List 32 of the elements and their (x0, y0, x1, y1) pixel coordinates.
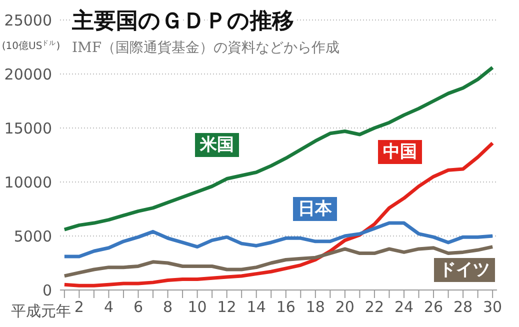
x-tick-label: 20 (335, 298, 354, 316)
line-series (62, 245, 494, 278)
x-tick-label: 6 (133, 298, 144, 316)
x-tick-label: 14 (246, 298, 266, 316)
text: IMF（国際通貨基金）の資料などから作成 (72, 40, 340, 56)
x-axis-title: 平成元年 (11, 302, 71, 320)
x-tick-label: 12 (217, 298, 236, 316)
x-tick-label: 4 (104, 298, 114, 316)
y-axis-title: (10億US$^{ドル}$) (2, 39, 60, 52)
x-tick-label: 24 (394, 298, 414, 316)
y-tick-label: 5000 (14, 227, 52, 246)
series-label: 日本 (293, 197, 337, 221)
x-tick-label: 28 (453, 298, 473, 316)
x-tick-label: 8 (163, 298, 173, 316)
x-tick-label: 26 (424, 298, 444, 316)
series-label: ドイツ (434, 258, 495, 282)
chart-title: 主要国のＧＤＰの推移 (71, 8, 294, 34)
x-tick-label: 30 (483, 298, 502, 316)
x-tick-label: 22 (364, 298, 384, 316)
x-tick-label: 18 (306, 298, 325, 316)
x-tick-label: 10 (188, 298, 207, 316)
line-series (62, 221, 494, 258)
series-label: 米国 (195, 133, 239, 157)
y-tick-label: 15000 (4, 119, 52, 138)
y-tick-label: 25000 (4, 11, 52, 30)
line-series (62, 66, 494, 232)
y-tick-label: 0 (42, 281, 52, 300)
x-tick-label: 16 (276, 298, 296, 316)
y-tick-label: 10000 (4, 173, 52, 192)
x-tick-label: 2 (74, 298, 84, 316)
y-tick-label: 20000 (4, 65, 52, 84)
series-label: 中国 (378, 140, 422, 164)
